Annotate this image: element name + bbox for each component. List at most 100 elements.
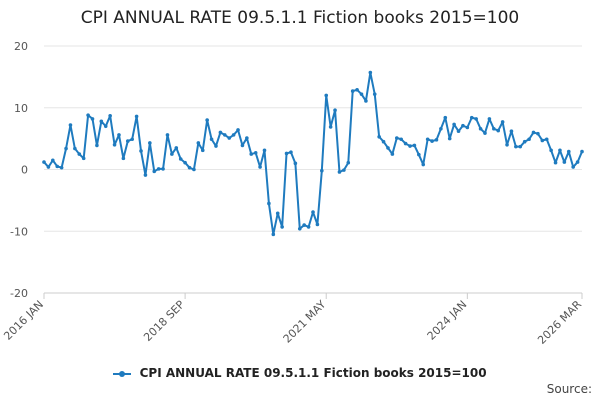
data-point: [399, 137, 403, 142]
data-point: [77, 152, 82, 156]
legend-label: CPI ANNUAL RATE 09.5.1.1 Fiction books 2…: [139, 366, 487, 380]
data-point: [139, 149, 143, 153]
x-tick-label: 2018 SEP: [141, 298, 187, 344]
data-point: [192, 167, 196, 172]
data-point: [386, 146, 390, 150]
data-point: [544, 137, 549, 142]
x-tick-label: 2024 JAN: [425, 298, 470, 343]
data-point: [514, 144, 518, 149]
data-point: [390, 152, 395, 156]
data-point: [55, 164, 60, 169]
data-point: [236, 128, 240, 132]
data-point: [258, 165, 262, 169]
data-point: [165, 133, 170, 137]
chart-title: CPI ANNUAL RATE 09.5.1.1 Fiction books 2…: [80, 8, 520, 28]
data-point: [267, 201, 271, 206]
data-point: [95, 143, 99, 148]
data-point: [253, 151, 258, 155]
data-point: [68, 123, 73, 127]
data-point: [315, 222, 320, 227]
data-point: [143, 173, 148, 177]
y-tick-label: -10: [10, 225, 28, 238]
data-point: [337, 170, 342, 174]
x-tick-label: 2021 MAY: [281, 298, 329, 346]
legend-swatch-icon: [113, 370, 132, 377]
data-point: [359, 92, 364, 96]
data-point: [328, 125, 333, 129]
data-point: [51, 158, 55, 163]
x-tick-label: 2026 MAR: [535, 298, 584, 347]
data-point: [148, 141, 152, 145]
data-point: [289, 150, 293, 155]
data-point: [408, 144, 412, 148]
data-point: [174, 146, 179, 150]
data-point: [452, 122, 456, 127]
data-point: [112, 143, 117, 147]
data-point: [231, 133, 236, 137]
data-point: [205, 118, 209, 122]
data-point: [103, 124, 108, 129]
data-point: [478, 126, 483, 131]
data-point: [240, 143, 245, 148]
chart-legend[interactable]: CPI ANNUAL RATE 09.5.1.1 Fiction books 2…: [0, 366, 600, 380]
data-point: [430, 139, 434, 143]
data-point: [487, 117, 492, 121]
data-point: [425, 137, 430, 142]
data-point: [214, 144, 218, 148]
data-point: [355, 88, 359, 92]
data-point: [262, 148, 267, 153]
data-point: [474, 117, 478, 121]
data-point: [183, 160, 187, 165]
data-point: [469, 115, 474, 120]
data-point: [223, 133, 227, 137]
data-point: [125, 139, 130, 143]
data-point: [483, 131, 487, 135]
data-point: [522, 139, 527, 144]
data-point: [527, 137, 531, 142]
data-point: [320, 168, 324, 173]
data-point: [196, 141, 201, 145]
data-point: [297, 226, 302, 231]
data-point: [518, 144, 523, 149]
data-point: [571, 165, 575, 169]
data-point: [575, 160, 580, 164]
data-point: [439, 126, 443, 131]
data-point: [170, 152, 174, 156]
data-point: [417, 152, 421, 157]
data-point: [421, 162, 426, 167]
data-point: [465, 125, 470, 130]
data-point: [130, 137, 134, 142]
data-point: [558, 148, 562, 153]
data-point: [364, 99, 368, 103]
data-point: [99, 119, 104, 124]
data-point: [178, 157, 183, 161]
data-point: [447, 136, 452, 141]
data-point: [134, 114, 139, 119]
data-point: [350, 89, 355, 93]
data-point: [117, 133, 121, 137]
data-point: [562, 160, 567, 164]
data-point: [505, 143, 509, 147]
data-point: [306, 225, 311, 229]
data-point: [81, 156, 86, 161]
data-point: [549, 148, 553, 153]
data-point: [531, 130, 536, 135]
data-point: [333, 108, 337, 113]
data-point: [302, 223, 306, 227]
data-point: [73, 146, 77, 151]
data-point: [553, 160, 558, 165]
y-tick-label: -20: [10, 287, 28, 300]
data-point: [59, 165, 64, 170]
x-tick-label: 2016 JAN: [1, 298, 46, 343]
data-point: [218, 130, 223, 135]
data-point: [187, 165, 192, 170]
data-point: [280, 225, 284, 229]
data-point: [275, 211, 280, 216]
data-point: [86, 113, 90, 117]
data-point: [121, 156, 126, 161]
data-point: [540, 138, 545, 143]
data-point: [456, 129, 461, 134]
data-point: [152, 169, 157, 174]
y-tick-label: 20: [14, 40, 28, 53]
